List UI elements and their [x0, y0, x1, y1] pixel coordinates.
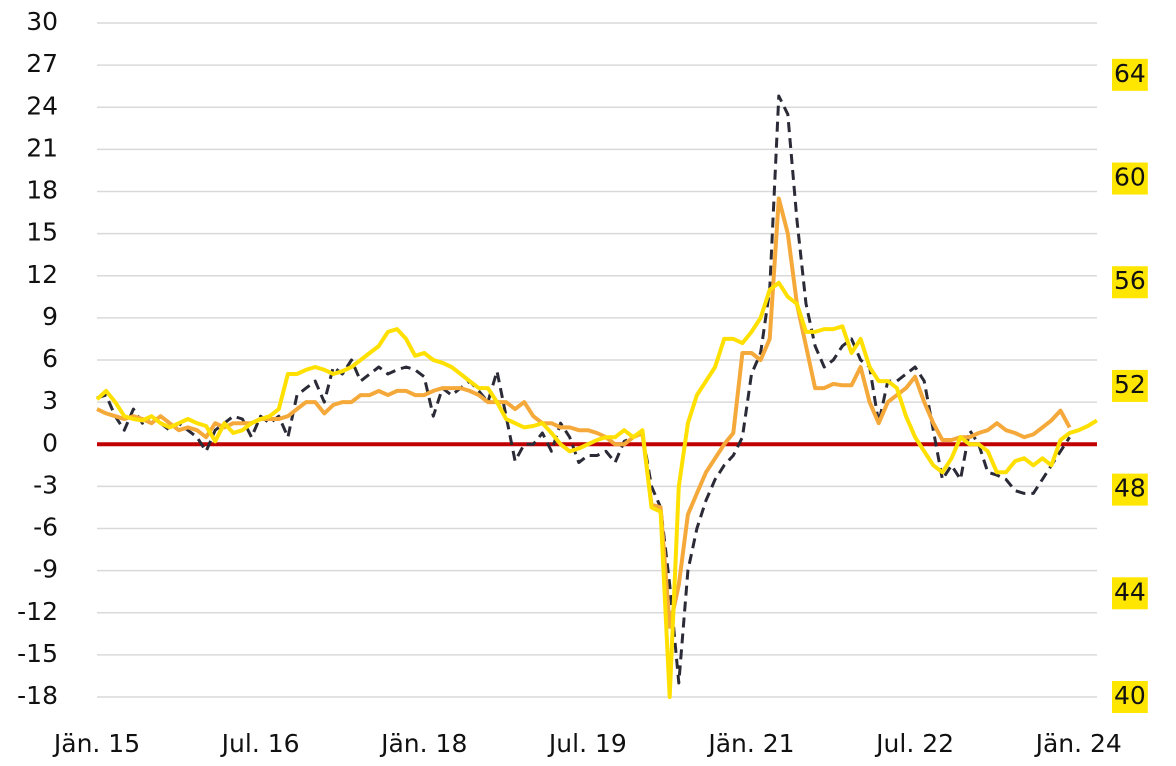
y-tick-label: 30: [26, 7, 58, 36]
y-tick-label: 3: [42, 386, 58, 415]
x-tick-label: Jän. 24: [1034, 729, 1122, 758]
y2-tick-label: 56: [1114, 266, 1146, 295]
x-tick-label: Jul. 16: [220, 729, 300, 758]
y2-tick-label: 60: [1114, 163, 1146, 192]
y-tick-label: 6: [42, 344, 58, 373]
x-tick-label: Jän. 18: [379, 729, 467, 758]
y-tick-label: 15: [26, 218, 58, 247]
series-line: [95, 280, 1098, 699]
series-line: [96, 94, 1071, 685]
y-tick-label: 27: [26, 49, 58, 78]
y-tick-label: -9: [33, 555, 58, 584]
y2-tick-background: [1112, 58, 1148, 91]
y-tick-label: -15: [17, 639, 58, 668]
y2-tick-label: 48: [1114, 474, 1146, 503]
y-tick-label: 21: [26, 133, 58, 162]
y2-tick-background: [1112, 577, 1148, 610]
x-tick-label: Jul. 22: [874, 729, 954, 758]
y2-tick-background: [1112, 266, 1148, 299]
y2-tick-background: [1112, 473, 1148, 506]
y-tick-label: -3: [33, 470, 58, 499]
y-tick-label: -6: [33, 513, 58, 542]
y-tick-label: 12: [26, 260, 58, 289]
y2-tick-label: 64: [1114, 59, 1146, 88]
y2-tick-label: 52: [1114, 370, 1146, 399]
y-tick-label: 18: [26, 176, 58, 205]
y-tick-label: -12: [17, 597, 58, 626]
x-tick-label: Jul. 19: [547, 729, 627, 758]
y-tick-label: 0: [42, 428, 58, 457]
y2-tick-label: 44: [1114, 577, 1146, 606]
y-tick-label: -18: [17, 681, 58, 710]
y-tick-label: 9: [42, 302, 58, 331]
y2-tick-background: [1112, 369, 1148, 402]
y2-tick-label: 40: [1114, 681, 1146, 710]
series-line: [96, 196, 1072, 629]
y-tick-label: 24: [26, 91, 58, 120]
y2-tick-background: [1112, 681, 1148, 713]
x-tick-label: Jän. 15: [52, 729, 140, 758]
y2-tick-background: [1112, 162, 1148, 195]
x-tick-label: Jän. 21: [706, 729, 794, 758]
